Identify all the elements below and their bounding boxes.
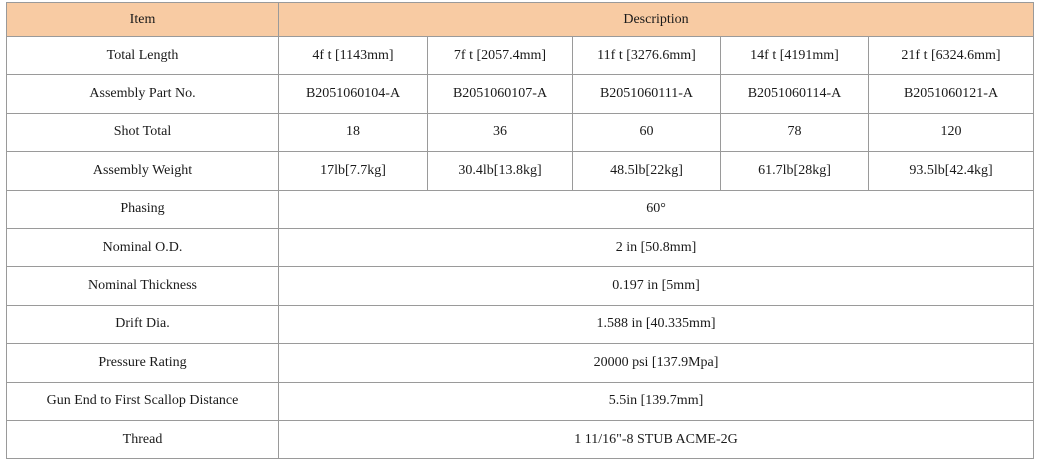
table-row: Pressure Rating 20000 psi [137.9Mpa] bbox=[6, 343, 1035, 383]
table-row: Total Length 4f t [1143mm] 7f t [2057.4mm]… bbox=[6, 35, 1035, 76]
value-cell: B2051060111-A bbox=[572, 74, 721, 114]
row-label: Pressure Rating bbox=[6, 343, 279, 383]
table-row: Nominal O.D. 2 in [50.8mm] bbox=[6, 227, 1035, 268]
value-cell: 17lb[7.7kg] bbox=[278, 151, 428, 191]
row-label: Nominal Thickness bbox=[6, 266, 279, 306]
value-cell: 1 11/16"-8 STUB ACME-2G bbox=[277, 419, 1035, 460]
row-label: Assembly Weight bbox=[6, 151, 279, 191]
table-row: Gun End to First Scallop Distance 5.5in [… bbox=[6, 381, 1035, 421]
table-head: Item Description bbox=[6, 2, 1035, 37]
value-cell: 7f t [2057.4mm] bbox=[427, 35, 573, 76]
value-cell: 11f t [3276.6mm] bbox=[572, 35, 721, 76]
value-cell: 60° bbox=[277, 189, 1035, 229]
value-cell: 21f t [6324.6mm] bbox=[867, 35, 1035, 76]
value-cell: 30.4lb[13.8kg] bbox=[427, 151, 573, 191]
header-row: Item Description bbox=[6, 2, 1035, 37]
value-cell: 1.588 in [40.335mm] bbox=[277, 304, 1035, 345]
row-label: Total Length bbox=[6, 35, 279, 76]
value-cell: 14f t [4191mm] bbox=[720, 35, 869, 76]
value-cell: 48.5lb[22kg] bbox=[572, 151, 721, 191]
value-cell: 0.197 in [5mm] bbox=[277, 266, 1035, 306]
table-row: Assembly Part No. B2051060104-A B205106010… bbox=[6, 74, 1035, 114]
row-label: Gun End to First Scallop Distance bbox=[6, 381, 279, 421]
value-cell: 78 bbox=[720, 112, 869, 153]
value-cell: 20000 psi [137.9Mpa] bbox=[277, 343, 1035, 383]
table-body: Total Length 4f t [1143mm] 7f t [2057.4mm]… bbox=[6, 35, 1035, 460]
table-container: Item Description Total Length 4f t [1143m… bbox=[6, 2, 1035, 460]
table-row: Thread 1 11/16"-8 STUB ACME-2G bbox=[6, 419, 1035, 460]
value-cell: 61.7lb[28kg] bbox=[720, 151, 869, 191]
value-cell: 93.5lb[42.4kg] bbox=[867, 151, 1035, 191]
table-row: Phasing 60° bbox=[6, 189, 1035, 229]
table-row: Nominal Thickness 0.197 in [5mm] bbox=[6, 266, 1035, 306]
value-cell: 4f t [1143mm] bbox=[278, 35, 428, 76]
table-row: Drift Dia. 1.588 in [40.335mm] bbox=[6, 304, 1035, 345]
row-label: Drift Dia. bbox=[6, 304, 279, 345]
value-cell: B2051060121-A bbox=[867, 74, 1035, 114]
row-label: Assembly Part No. bbox=[6, 74, 279, 114]
value-cell: 5.5in [139.7mm] bbox=[277, 381, 1035, 421]
header-cell: Item bbox=[6, 2, 279, 37]
table-row: Assembly Weight 17lb[7.7kg] 30.4lb[13.8kg]… bbox=[6, 151, 1035, 191]
header-cell: Description bbox=[277, 2, 1035, 37]
value-cell: B2051060104-A bbox=[278, 74, 428, 114]
value-cell: 2 in [50.8mm] bbox=[277, 227, 1035, 268]
value-cell: 60 bbox=[572, 112, 721, 153]
row-label: Phasing bbox=[6, 189, 279, 229]
value-cell: 18 bbox=[278, 112, 428, 153]
row-label: Nominal O.D. bbox=[6, 227, 279, 268]
row-label: Shot Total bbox=[6, 112, 279, 153]
value-cell: 120 bbox=[867, 112, 1035, 153]
table-row: Shot Total 18 36 60 78 120 bbox=[6, 112, 1035, 153]
row-label: Thread bbox=[6, 419, 279, 460]
value-cell: B2051060107-A bbox=[427, 74, 573, 114]
spec-table: Item Description Total Length 4f t [1143m… bbox=[6, 2, 1035, 460]
value-cell: B2051060114-A bbox=[720, 74, 869, 114]
value-cell: 36 bbox=[427, 112, 573, 153]
